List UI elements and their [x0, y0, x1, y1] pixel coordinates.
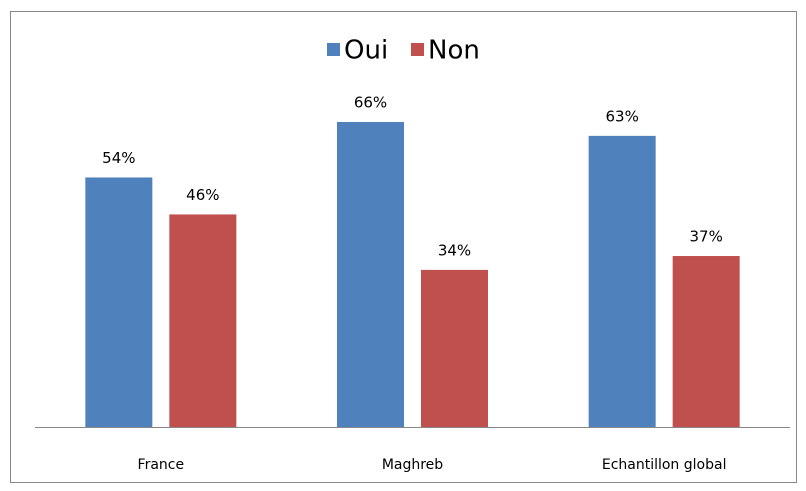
data-label: 66%: [354, 94, 387, 112]
x-tick-label: France: [138, 457, 185, 473]
legend-swatch: [327, 43, 340, 56]
bar: [337, 122, 404, 427]
bar: [85, 177, 153, 427]
x-tick-label: Maghreb: [382, 457, 443, 473]
bar: [421, 269, 488, 427]
x-tick-label: Echantillon global: [602, 457, 727, 473]
legend-swatch: [411, 43, 424, 56]
data-label: 63%: [605, 107, 638, 125]
bar: [169, 214, 237, 427]
legend-label: Non: [428, 36, 480, 66]
data-label: 34%: [438, 241, 471, 259]
data-label: 37%: [689, 228, 722, 246]
bar: [588, 135, 656, 427]
data-label: 46%: [186, 186, 219, 204]
bar: [672, 256, 740, 427]
data-label: 54%: [102, 149, 135, 167]
legend-label: Oui: [344, 36, 388, 66]
